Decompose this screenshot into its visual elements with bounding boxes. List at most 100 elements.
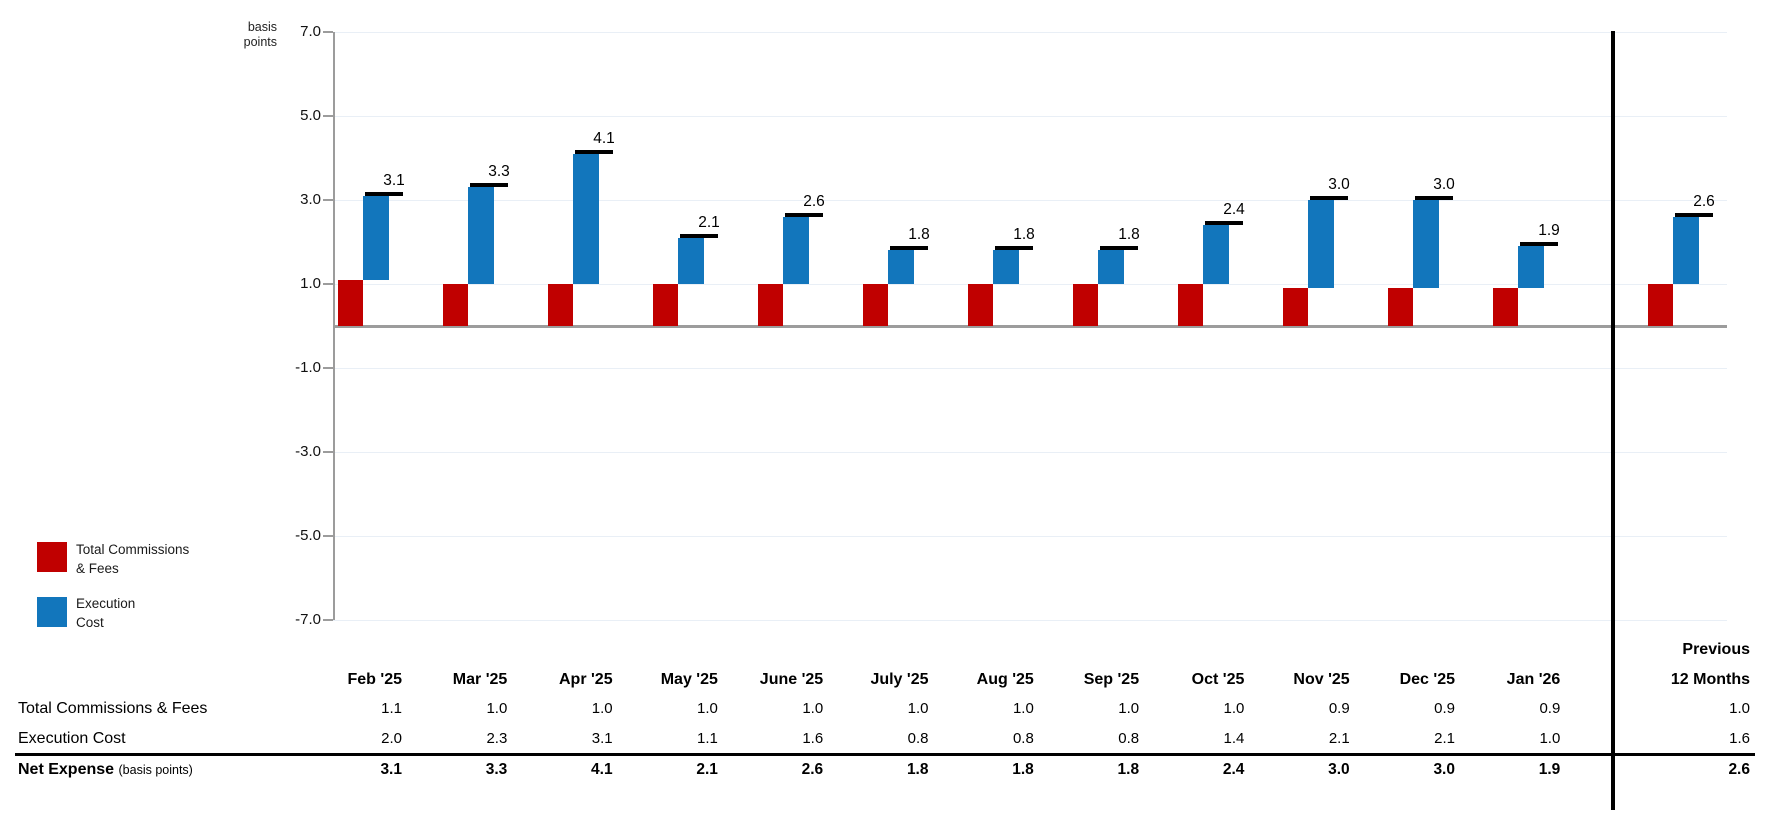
net-expense-marker: [995, 246, 1033, 251]
y-axis-tick-label: -3.0: [295, 443, 321, 460]
total-commissions-fees-bar: [338, 279, 363, 326]
execution-cost-bar: [1203, 225, 1229, 284]
total-commissions-fees-bar: [653, 284, 678, 326]
execution-cost-bar: [1518, 246, 1544, 289]
table-cell: 3.0: [1328, 761, 1350, 778]
net-expense-marker: [1100, 246, 1138, 251]
gridline: [333, 620, 1727, 621]
net-expense-value-label: 2.4: [1223, 201, 1245, 219]
y-axis-tick: [323, 619, 333, 621]
execution-cost-bar: [783, 216, 809, 284]
y-axis-tick-label: -7.0: [295, 611, 321, 628]
table-cell: 0.9: [1434, 700, 1455, 717]
table-cell: 2.3: [486, 730, 508, 747]
legend-swatch-execution-cost: [37, 597, 67, 627]
table-cell: 1.8: [1012, 761, 1034, 778]
table-cell: 2.6: [801, 761, 824, 778]
y-axis-tick-label: 3.0: [300, 191, 321, 208]
execution-cost-bar: [1413, 200, 1439, 289]
net-expense-divider-line: [15, 753, 1755, 756]
table-cell: 3.1: [380, 761, 402, 778]
previous-period-separator-line: [1611, 31, 1615, 810]
y-axis-tick-label: 7.0: [300, 23, 321, 40]
total-commissions-fees-bar: [443, 284, 468, 326]
y-axis-tick: [323, 283, 333, 285]
execution-cost-bar: [678, 237, 704, 284]
execution-cost-bar: [363, 195, 389, 280]
net-expense-value-label: 1.9: [1538, 222, 1560, 240]
y-axis-tick-label: -1.0: [295, 359, 321, 376]
y-axis-tick-label: 1.0: [300, 275, 321, 292]
table-cell: 0.9: [1539, 700, 1561, 717]
net-expense-marker: [575, 149, 613, 154]
execution-cost-bar: [888, 250, 914, 284]
table-cell-previous: 2.6: [1728, 761, 1750, 778]
execution-cost-bar: [1673, 216, 1699, 284]
total-commissions-fees-bar: [548, 284, 573, 326]
gridline: [333, 368, 1727, 369]
net-expense-value-label: 1.8: [908, 226, 930, 244]
gridline: [333, 116, 1727, 117]
table-col-header: Nov '25: [1293, 671, 1350, 688]
table-cell: 1.0: [1539, 730, 1561, 747]
table-cell: 1.0: [486, 700, 508, 717]
legend-label-total-commissions-fees: Total Commissions & Fees: [76, 542, 190, 576]
table-cell: 1.0: [591, 700, 613, 717]
table-cell: 1.0: [1223, 700, 1245, 717]
table-col-header: Jan '26: [1506, 671, 1561, 688]
table-cell: 4.1: [591, 761, 613, 778]
gridline: [333, 284, 1727, 285]
table-cell: 1.1: [697, 730, 718, 747]
table-col-header: Aug '25: [976, 671, 1034, 688]
table-cell: 1.0: [1118, 700, 1140, 717]
y-axis-tick-label: 5.0: [300, 107, 321, 124]
y-axis-tick: [323, 115, 333, 117]
table-cell: 0.8: [907, 730, 929, 747]
table-cell: 2.1: [1328, 730, 1350, 747]
y-axis-tick: [323, 535, 333, 537]
total-commissions-fees-bar: [1388, 288, 1413, 326]
table-col-header: Mar '25: [452, 671, 508, 688]
table-cell-previous: 1.0: [1729, 700, 1750, 717]
y-axis-unit-label: basis points: [243, 20, 277, 49]
total-commissions-fees-bar: [1648, 284, 1673, 326]
gridline: [333, 32, 1727, 33]
table-cell: 1.9: [1538, 761, 1561, 778]
total-commissions-fees-bar: [863, 284, 888, 326]
total-commissions-fees-bar: [1073, 284, 1098, 326]
table-row-label: Net Expense (basis points): [18, 761, 193, 778]
execution-cost-bar: [1098, 250, 1124, 284]
table-cell: 1.8: [1117, 761, 1140, 778]
net-expense-value-label: 2.6: [1693, 192, 1715, 210]
zero-axis-line: [333, 325, 1727, 328]
y-axis-tick-label: -5.0: [295, 527, 321, 544]
table-cell: 1.6: [802, 730, 824, 747]
table-cell: 1.1: [381, 700, 402, 717]
table-col-header-previous: 12 Months: [1670, 671, 1750, 688]
net-expense-marker: [680, 233, 718, 238]
table-cell: 3.1: [591, 730, 613, 747]
table-cell: 2.1: [1434, 730, 1455, 747]
table-col-header: Apr '25: [558, 671, 613, 688]
table-cell: 1.4: [1223, 730, 1245, 747]
net-expense-value-label: 2.6: [803, 192, 825, 210]
table-cell: 2.4: [1222, 761, 1245, 778]
y-axis-tick: [323, 451, 333, 453]
table-col-header: Oct '25: [1191, 671, 1245, 688]
table-col-header-previous: Previous: [1682, 641, 1750, 658]
legend-label-execution-cost: Execution Cost: [76, 596, 136, 630]
y-axis-line: [333, 32, 335, 620]
execution-cost-bar: [573, 153, 599, 284]
net-expense-marker: [1415, 196, 1453, 200]
table-cell: 3.0: [1433, 761, 1455, 778]
gridline: [333, 452, 1727, 453]
y-axis-tick: [323, 31, 333, 33]
table-cell: 0.8: [1012, 730, 1034, 747]
execution-cost-bar: [468, 187, 494, 284]
total-commissions-fees-bar: [1178, 284, 1203, 326]
net-expense-value-label: 1.8: [1013, 226, 1035, 244]
total-commissions-fees-bar: [1493, 288, 1518, 326]
net-expense-value-label: 4.1: [593, 129, 615, 147]
net-expense-value-label: 1.8: [1118, 226, 1140, 244]
